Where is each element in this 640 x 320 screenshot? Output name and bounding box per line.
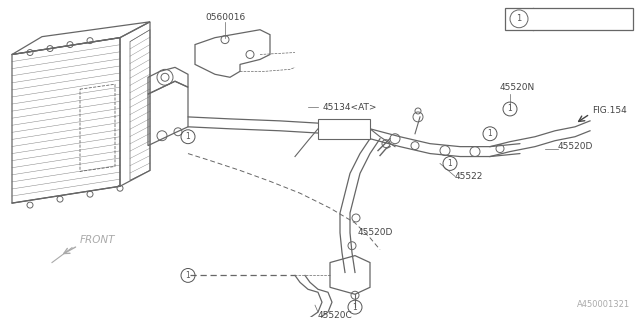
Text: 1: 1 [186,132,190,141]
Text: 1: 1 [508,105,513,114]
Text: FRONT: FRONT [80,235,115,245]
Text: A450001321: A450001321 [577,300,630,309]
Text: 0474S: 0474S [330,124,358,133]
Text: 1: 1 [516,14,522,23]
Text: 1: 1 [353,303,357,312]
FancyBboxPatch shape [318,119,370,139]
Text: 1: 1 [447,159,452,168]
Text: 0560016: 0560016 [205,13,245,22]
Text: 1: 1 [488,129,492,138]
Text: 45520D: 45520D [558,142,593,151]
FancyBboxPatch shape [505,8,633,30]
Text: 1: 1 [186,271,190,280]
Text: 45520C: 45520C [318,310,353,320]
Text: 45520D: 45520D [358,228,394,237]
Text: 45520N: 45520N [500,83,535,92]
Text: FIG.154: FIG.154 [592,107,627,116]
Text: 45522: 45522 [455,172,483,181]
Text: 45134<AT>: 45134<AT> [323,102,378,111]
Text: W170062: W170062 [560,14,606,24]
